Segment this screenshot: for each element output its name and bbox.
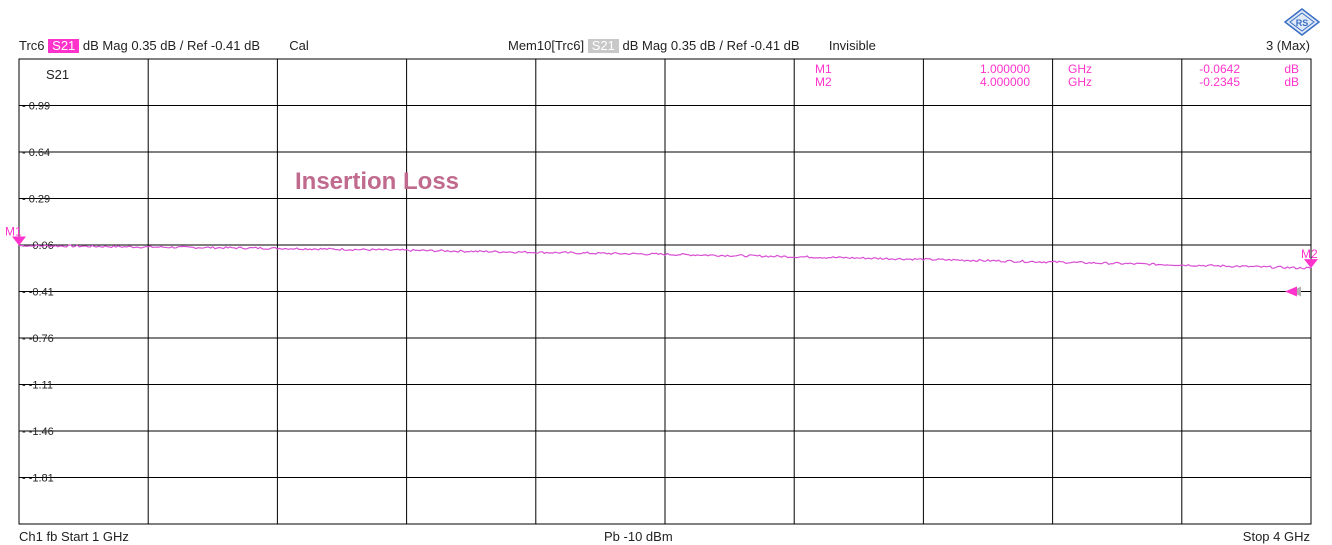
mem-format[interactable]: dB Mag (622, 38, 668, 53)
marker-name: M1 (815, 62, 832, 76)
marker-stimulus-unit: GHz (1068, 75, 1092, 89)
y-tick-label: - -1.46 (22, 426, 54, 438)
marker-reading: -0.2345 (1199, 75, 1240, 89)
brand-logo-icon: RS (1283, 8, 1321, 36)
mem-name[interactable]: Mem10[Trc6] (508, 38, 585, 53)
trace-label: S21 (46, 67, 69, 82)
channel-mode[interactable]: fb (46, 529, 58, 544)
y-tick-label: - 0.29 (22, 194, 50, 206)
mem-scale[interactable]: 0.35 dB / (670, 38, 723, 53)
reference-level-arrows (1285, 286, 1301, 297)
trace-scale[interactable]: 0.35 dB / (131, 38, 184, 53)
insertion-loss-annotation: Insertion Loss (295, 168, 459, 195)
marker-reading: -0.0642 (1199, 62, 1240, 76)
mem-ref[interactable]: Ref -0.41 dB (726, 38, 800, 53)
source-power[interactable]: Pb -10 dBm (604, 529, 673, 544)
mem-state[interactable]: Invisible (828, 38, 876, 53)
y-axis-ticks: - 0.99- 0.64- 0.29- -0.06- -0.41- -0.76-… (22, 101, 54, 485)
marker-reading-unit: dB (1284, 75, 1299, 89)
y-tick-label: - -1.11 (22, 380, 53, 392)
marker-reading-unit: dB (1284, 62, 1299, 76)
start-frequency[interactable]: Start 1 GHz (60, 529, 129, 544)
channel-label[interactable]: Ch1 (19, 529, 43, 544)
trace-ref[interactable]: Ref -0.41 dB (187, 38, 261, 53)
y-tick-label: - -0.76 (22, 333, 54, 345)
trace-param-badge[interactable]: S21 (48, 39, 80, 53)
trace-ref-arrow-icon[interactable] (1285, 286, 1297, 297)
channel-footer: Ch1 fb Start 1 GHz (19, 529, 129, 544)
trace-cal[interactable]: Cal (289, 38, 309, 53)
marker-label: M1 (5, 225, 22, 239)
y-tick-label: - 0.64 (22, 147, 50, 159)
s21-trace[interactable] (18, 244, 1312, 270)
marker-triangle-icon[interactable] (12, 236, 26, 246)
marker-triangle-icon[interactable] (1304, 259, 1318, 269)
chart-grid (18, 58, 1312, 525)
trace-format[interactable]: dB Mag (82, 38, 128, 53)
y-tick-label: - -0.41 (22, 287, 54, 299)
y-tick-label: - -1.81 (22, 473, 54, 485)
marker-table: M1 1.000000 GHz -0.0642 dB M2 4.000000 GHz -0.23… (815, 62, 1299, 89)
mem-param-badge[interactable]: S21 (587, 39, 619, 53)
trace-markers: M1 M2 (5, 225, 1318, 269)
marker-stimulus-unit: GHz (1068, 62, 1092, 76)
marker-label: M2 (1301, 247, 1318, 261)
trace-header: Trc6 S21 dB Mag 0.35 dB / Ref -0.41 dB C… (19, 38, 309, 53)
marker-stimulus: 1.000000 (980, 62, 1030, 76)
y-tick-label: - 0.99 (22, 101, 50, 113)
memory-header: Mem10[Trc6] S21 dB Mag 0.35 dB / Ref -0.… (508, 38, 876, 53)
stop-frequency[interactable]: Stop 4 GHz (1242, 529, 1310, 544)
marker-name: M2 (815, 75, 832, 89)
trace-name[interactable]: Trc6 (19, 38, 45, 53)
divisions-label[interactable]: 3 (Max) (1265, 38, 1310, 53)
marker-stimulus: 4.000000 (980, 75, 1030, 89)
svg-text:RS: RS (1296, 18, 1309, 28)
